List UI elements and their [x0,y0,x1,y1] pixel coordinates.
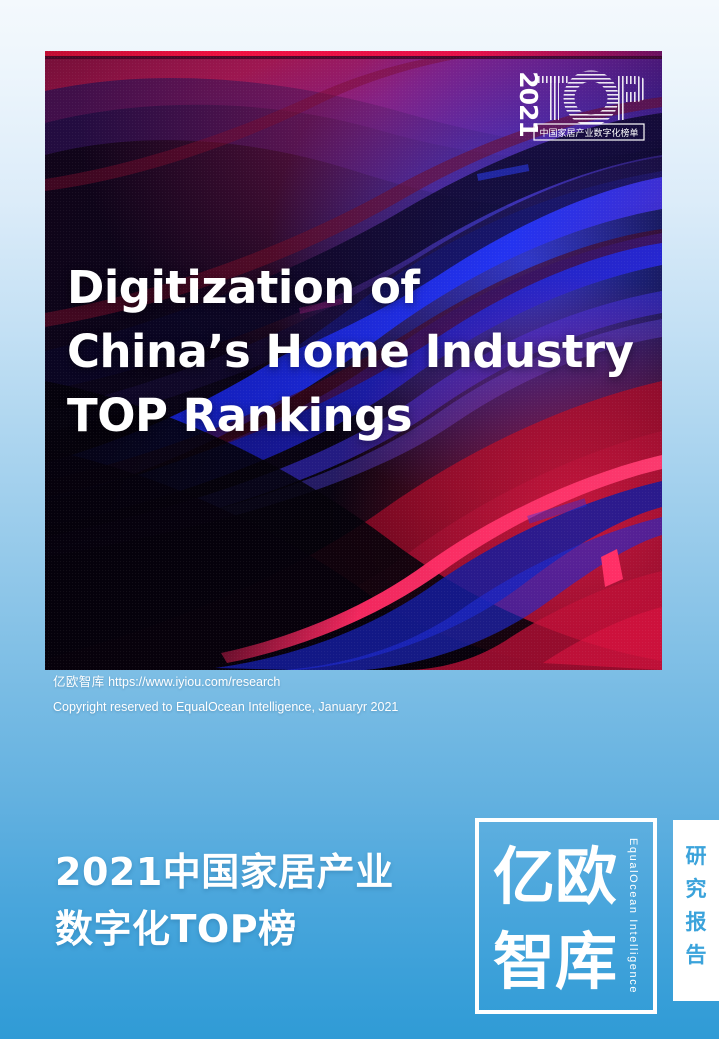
logo-line-1: 亿欧 [493,840,618,913]
headline-line-1: Digitization of [67,261,420,314]
caption-publisher: 亿欧智库 [53,675,105,689]
chinese-title: 2021中国家居产业 数字化TOP榜 [55,844,394,958]
report-type-label: 研 究 报 告 [673,840,719,972]
report-char-1: 研 [685,844,707,868]
report-char-2: 究 [685,877,707,901]
hero-abstract-swirl-graphic [45,51,662,670]
equalocean-logo-chinese: 亿欧 智库 [493,834,618,1004]
equalocean-logo-english: EqualOcean Intelligence [627,838,639,995]
hero-artwork: 2021 中国家居产业数字化榜单 Digi [45,51,662,670]
equalocean-logo-box: 亿欧 智库 EqualOcean Intelligence [475,818,657,1014]
chinese-title-line-1: 2021中国家居产业 [55,850,394,894]
caption-url[interactable]: https://www.iyiou.com/research [108,675,281,689]
headline-line-3: TOP Rankings [67,389,413,442]
report-type-panel: 研 究 报 告 [673,820,719,1001]
caption-copyright: Copyright reserved to EqualOcean Intelli… [53,700,399,714]
badge-top-text [536,70,646,126]
report-char-4: 告 [685,943,707,967]
hero-headline: Digitization of China’s Home Industry TO… [67,256,657,448]
badge-subtitle: 中国家居产业数字化榜单 [539,127,638,139]
chinese-title-line-2: 数字化TOP榜 [55,907,297,951]
report-char-3: 报 [685,910,707,934]
source-caption: 亿欧智库 https://www.iyiou.com/research Copy… [53,670,653,720]
top-award-badge: 2021 中国家居产业数字化榜单 [506,66,646,144]
logo-line-2: 智库 [493,925,618,998]
headline-line-2: China’s Home Industry [67,325,634,378]
caption-line-1: 亿欧智库 https://www.iyiou.com/research [53,670,653,695]
bottom-band: 2021中国家居产业 数字化TOP榜 亿欧 智库 EqualOcean Inte… [0,800,719,1039]
